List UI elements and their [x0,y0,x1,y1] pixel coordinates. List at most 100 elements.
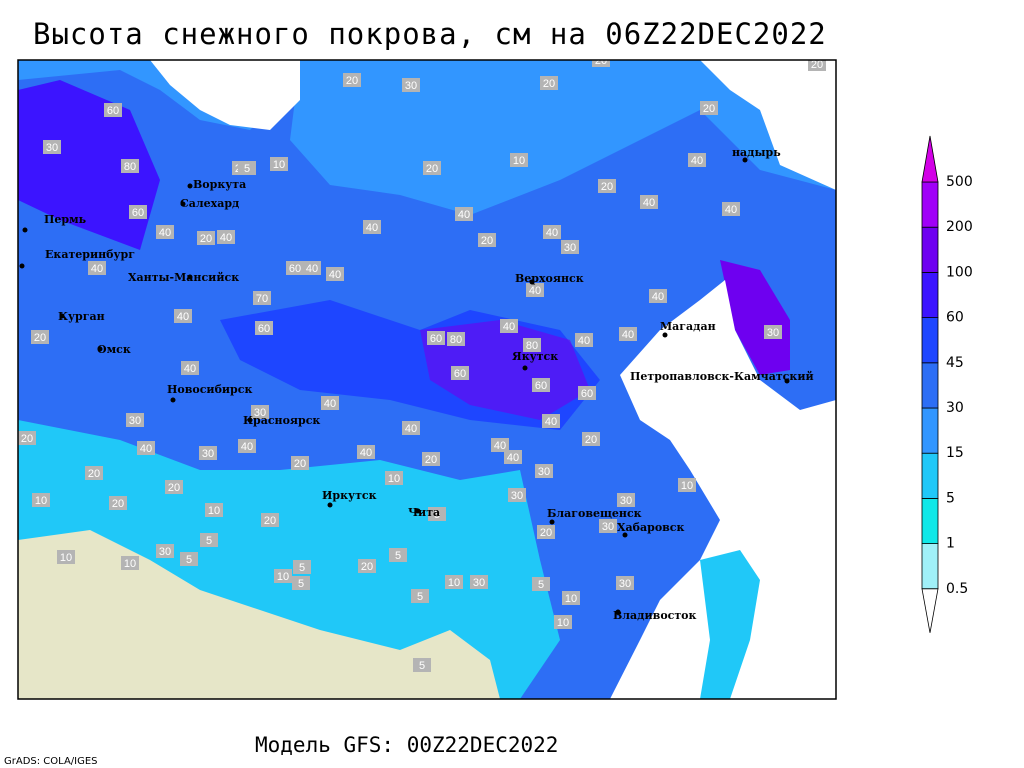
legend-label: 1 [946,536,955,552]
city-marker [327,502,333,508]
contour-label: 30 [619,578,631,590]
contour-label: 5 [419,660,425,672]
label-box [174,309,192,323]
city-marker [187,274,193,280]
label-box [32,493,50,507]
city-marker [529,279,535,285]
city-name: Благовещенск [547,507,642,520]
contour-label: 40 [691,155,703,167]
contour-label: 40 [91,263,103,275]
contour-label: 80 [526,340,538,352]
contour-label: 40 [366,222,378,234]
contour-label: 20 [294,458,306,470]
label-box [402,421,420,435]
city-name: надырь [732,146,781,159]
legend-label: 200 [946,219,973,235]
contour-label: 60 [535,380,547,392]
contour-label: 70 [256,293,268,305]
contour-label: 40 [546,227,558,239]
contour-label: 20 [481,235,493,247]
label-box [270,157,288,171]
legend-swatch [921,497,939,544]
city-name: Екатеринбург [45,248,135,261]
contour-label: 5 [298,578,304,590]
label-box [293,560,311,574]
label-box [165,480,183,494]
legend-label: 100 [946,264,973,280]
contour-label: 40 [578,335,590,347]
sea [610,280,836,699]
label-box [478,233,496,247]
label-box [510,153,528,167]
contour-label: 40 [652,291,664,303]
contour-label: 20 [34,332,46,344]
label-box [255,321,273,335]
contour-label: 20 [811,59,823,71]
snow-zone [700,550,760,699]
contour-label: 30 [129,415,141,427]
contour-label: 20 [21,433,33,445]
contour-label: 60 [132,207,144,219]
legend-label: 500 [946,174,973,190]
contour-label: 40 [360,447,372,459]
contour-label: 10 [388,473,400,485]
label-box [109,496,127,510]
contour-label: 10 [208,505,220,517]
contour-label: 30 [602,521,614,533]
contour-label: 20 [585,434,597,446]
label-box [156,544,174,558]
label-box [88,261,106,275]
label-box [43,140,61,154]
contour-label: 10 [681,480,693,492]
label-box [238,439,256,453]
contour-label: 40 [494,440,506,452]
contour-label: 30 [564,242,576,254]
label-box [700,101,718,115]
contour-label: 40 [622,329,634,341]
contour-label: 40 [507,452,519,464]
label-box [447,332,465,346]
label-box [181,361,199,375]
label-box [500,319,518,333]
label-box [357,445,375,459]
contour-label: 40 [159,227,171,239]
contour-label: 40 [241,441,253,453]
label-box [389,548,407,562]
city-marker [59,313,65,319]
contour-label: 40 [177,311,189,323]
label-box [31,330,49,344]
label-box [104,103,122,117]
label-box [722,202,740,216]
city-marker [549,519,555,525]
legend-label: 30 [946,400,964,416]
label-box [180,552,198,566]
city-marker [742,157,748,163]
city-name: Петропавловск-Камчатский [630,370,814,383]
contour-label: 20 [112,498,124,510]
contour-label: 20 [703,103,715,115]
city-marker [247,417,253,423]
contour-label: 60 [107,105,119,117]
label-box [617,493,635,507]
label-box [578,386,596,400]
legend-swatch [921,181,939,228]
label-box [554,615,572,629]
snow-zone [720,260,790,375]
label-box [619,327,637,341]
contour-label: 30 [202,448,214,460]
legend-low [921,588,939,633]
city-marker [662,332,668,338]
contour-label: 30 [46,142,58,154]
contour-label: 10 [448,577,460,589]
label-box [688,153,706,167]
city-marker [522,365,528,371]
label-box [582,432,600,446]
label-box [402,78,420,92]
contour-label: 20 [168,482,180,494]
contour-label: 20 [540,527,552,539]
label-box [274,569,292,583]
contour-label: 20 [88,468,100,480]
contour-label: 60 [258,323,270,335]
contour-label: 10 [513,155,525,167]
contour-label: 40 [545,416,557,428]
